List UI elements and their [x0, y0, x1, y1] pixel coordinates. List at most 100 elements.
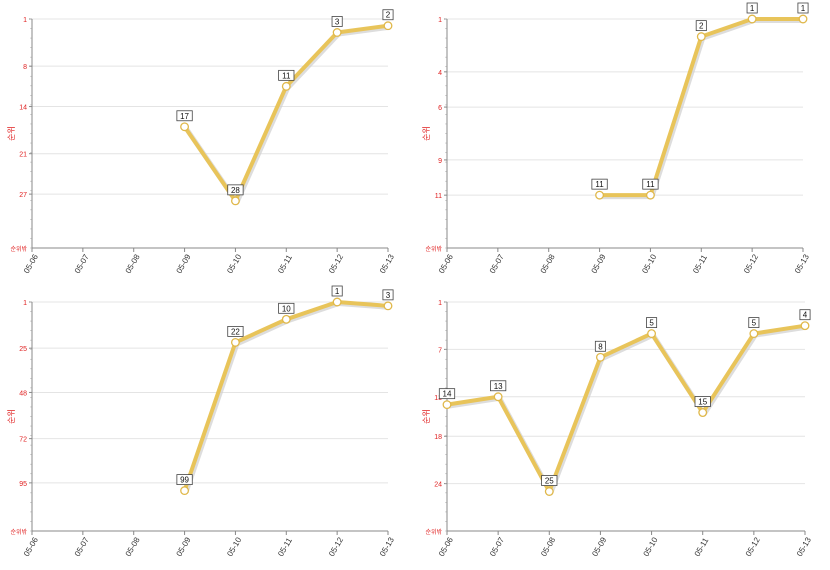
data-point: [332, 28, 342, 37]
x-tick-label: 05-06: [437, 252, 455, 275]
x-tick-label: 05-08: [124, 252, 142, 275]
y-tick-label: 72: [19, 437, 27, 444]
y-tick-label: 14: [19, 105, 27, 112]
y-axis-title: 순위: [7, 409, 16, 424]
x-tick-label: 05-06: [22, 252, 40, 275]
data-label: 2: [699, 22, 704, 31]
data-point: [696, 32, 706, 42]
data-label-box: [278, 69, 295, 81]
rank-chart-1-svg: 1 8 14 21 27 순위밖 순위 05-06 05-07 05-08 05-09 05-10 05…: [7, 9, 396, 275]
x-tick-label: 05-10: [640, 252, 658, 275]
data-label: 8: [598, 342, 603, 351]
data-label: 13: [494, 382, 503, 391]
data-point: [281, 314, 291, 324]
x-tick-label: 05-11: [276, 253, 294, 275]
data-label: 15: [698, 398, 707, 407]
x-tick-label: 05-09: [590, 252, 608, 275]
series-line: [182, 300, 389, 492]
y-axis-title: 순위: [422, 126, 431, 141]
data-label-box: [382, 9, 394, 21]
x-tick-label: 05-07: [488, 252, 506, 275]
y-axis-title: 순위: [7, 126, 16, 141]
y-tick-label: 4: [438, 70, 442, 77]
series-line: [182, 23, 389, 203]
data-point: [332, 297, 342, 307]
data-point: [180, 122, 190, 132]
y-tick-label: 7: [438, 347, 442, 354]
data-point: [383, 21, 393, 31]
data-point: [800, 321, 810, 331]
data-label: 28: [231, 186, 240, 195]
data-label: 11: [282, 71, 291, 80]
x-tick-label: 05-09: [175, 252, 193, 275]
x-tick-label: 05-10: [225, 252, 243, 275]
y-tick-label: 27: [19, 192, 27, 199]
y-tick-label: 1: [23, 300, 27, 307]
data-point: [595, 352, 605, 362]
series-line: [446, 323, 806, 494]
x-tick-label: 05-12: [327, 252, 345, 275]
data-label: 10: [282, 304, 291, 313]
x-tick-label: 05-08: [539, 535, 557, 558]
data-point: [281, 81, 291, 91]
x-tick-label: 05-12: [327, 535, 345, 558]
x-tick-label: 05-06: [437, 535, 455, 558]
data-label: 3: [335, 17, 340, 26]
x-tick-label: 05-12: [744, 535, 762, 558]
data-label: 17: [180, 112, 189, 121]
data-label-box: [591, 178, 608, 190]
x-tick-label: 05-11: [691, 253, 709, 275]
data-label: 1: [750, 4, 755, 13]
data-point: [442, 400, 452, 410]
data-point: [747, 14, 757, 24]
y-tick-label: 11: [435, 193, 442, 200]
data-label: 11: [595, 180, 604, 189]
data-label-box: [176, 110, 193, 122]
data-label-box: [541, 475, 558, 486]
y-tick-label: 13: [434, 395, 442, 402]
data-label-box: [646, 317, 658, 328]
data-label-box: [278, 302, 295, 314]
x-tick-label: 05-09: [175, 535, 193, 558]
data-point: [544, 487, 554, 496]
data-point: [230, 196, 240, 206]
y-tick-label: 21: [19, 152, 27, 159]
data-label-box: [331, 285, 343, 297]
data-point: [645, 190, 655, 200]
rank-chart-3: 1 25 48 72 95 순위밖 순위 05-06 05-07 05-08 05-09 05-10 0…: [0, 283, 410, 565]
y-tick-label: 1: [438, 300, 442, 307]
data-label-box: [799, 309, 811, 321]
y-tick-label: 1: [23, 17, 27, 24]
x-tick-label: 05-08: [539, 252, 557, 275]
data-label-box: [594, 340, 606, 352]
x-tick-label: 05-13: [793, 252, 811, 275]
data-label-box: [797, 2, 809, 14]
data-label: 99: [180, 476, 189, 485]
series-line-shadow: [601, 18, 805, 200]
rank-chart-3-svg: 1 25 48 72 95 순위밖 순위 05-06 05-07 05-08 05-09 05-10 0…: [7, 285, 396, 558]
x-tick-label: 05-07: [73, 535, 91, 558]
x-tick-label: 05-10: [642, 535, 660, 558]
data-label: 5: [752, 319, 757, 328]
data-label: 25: [545, 477, 554, 486]
y-outside-label: 순위밖: [425, 245, 442, 253]
data-label-box: [642, 178, 659, 190]
x-tick-label: 05-10: [225, 535, 243, 558]
data-label: 1: [335, 287, 340, 296]
x-tick-label: 05-08: [124, 535, 142, 558]
x-tick-label: 05-06: [22, 535, 40, 558]
y-tick-label: 1: [438, 17, 442, 24]
data-point: [798, 14, 808, 24]
data-point: [383, 301, 393, 311]
x-tick-label: 05-09: [590, 535, 608, 558]
data-label-box: [490, 380, 507, 392]
data-point: [493, 392, 503, 402]
data-label-box: [331, 16, 343, 27]
y-outside-label: 순위밖: [10, 528, 27, 536]
y-tick-label: 25: [19, 346, 27, 353]
data-label-box: [695, 20, 707, 32]
data-point: [180, 486, 190, 496]
data-label-box: [227, 184, 244, 196]
data-label-box: [382, 289, 394, 301]
